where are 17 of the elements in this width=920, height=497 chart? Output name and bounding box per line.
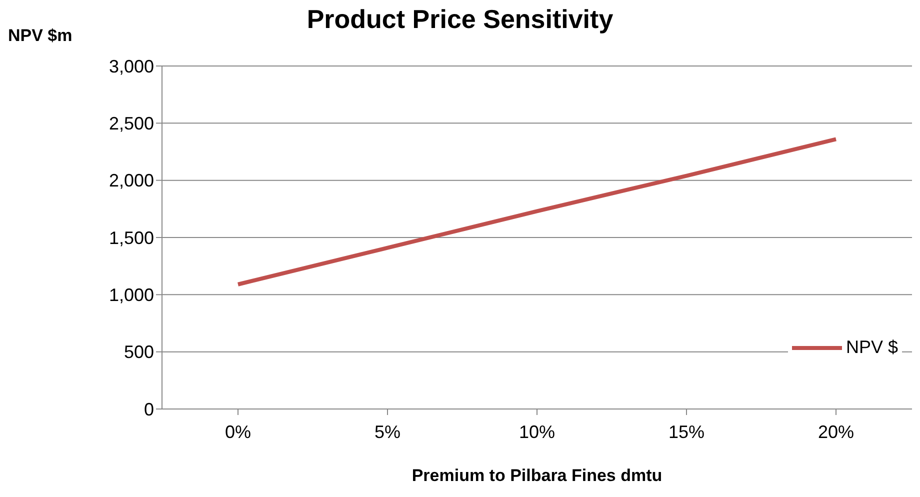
y-tick-label: 1,000 (108, 285, 154, 306)
x-axis-title: Premium to Pilbara Fines dmtu (410, 466, 664, 486)
x-tick-label: 0% (224, 422, 252, 442)
y-tick-label: 1,500 (108, 228, 154, 248)
y-tick-label: 3,000 (108, 56, 154, 76)
chart-title: Product Price Sensitivity (306, 4, 614, 34)
y-tick-label: 2,500 (108, 114, 154, 134)
x-tick-label: 10% (518, 422, 556, 442)
x-tick-label: 5% (374, 422, 401, 442)
line-series (236, 137, 838, 286)
y-tick-label: 0 (144, 399, 154, 420)
y-tick-label: 500 (124, 342, 154, 362)
x-tick-label: 15% (668, 422, 705, 442)
y-axis-title: NPV $m (8, 26, 72, 46)
y-tick-label: 2,000 (108, 170, 154, 191)
x-tick-label: 20% (818, 422, 854, 442)
legend-label: NPV $ (846, 337, 898, 358)
